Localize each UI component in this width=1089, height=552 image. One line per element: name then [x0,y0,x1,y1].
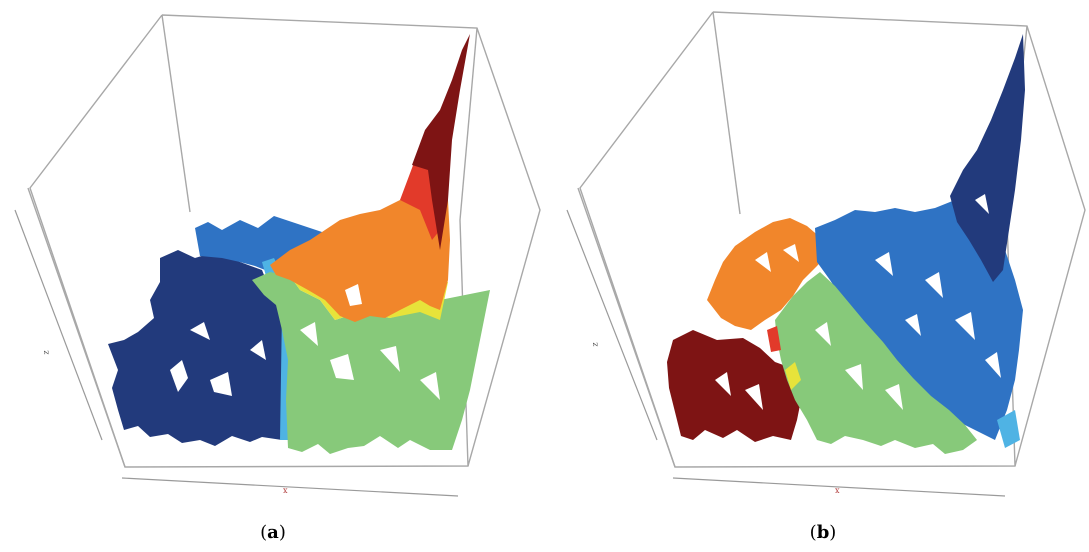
axis-label-z-b: z [590,342,600,347]
region-medium-blue-a [195,216,322,272]
region-dark-blue-a [108,250,285,446]
region-green-a [252,272,490,454]
plot-box-a [27,14,541,468]
axis-label-z-a: z [41,350,51,355]
region-orange-b [707,218,831,330]
panel-a: (a) x z [14,14,541,543]
panel-b: (b) x z [545,0,1089,552]
region-orange-a [270,150,450,322]
caption-a: (a) [260,522,286,543]
region-dark-red-a [412,34,470,250]
region-green-b [775,272,977,454]
surface-plot-b [566,11,1086,497]
caption-b: (b) [809,522,837,543]
axis-label-x-b: x [835,486,840,495]
axis-ticks-a [14,209,459,497]
region-dark-red-b [667,330,803,442]
region-medium-blue-b [815,200,1023,440]
region-dark-blue-b [950,34,1025,282]
surface-plot-a [14,14,541,497]
axis-label-x-a: x [283,486,288,495]
axis-ticks-b [566,209,1006,497]
